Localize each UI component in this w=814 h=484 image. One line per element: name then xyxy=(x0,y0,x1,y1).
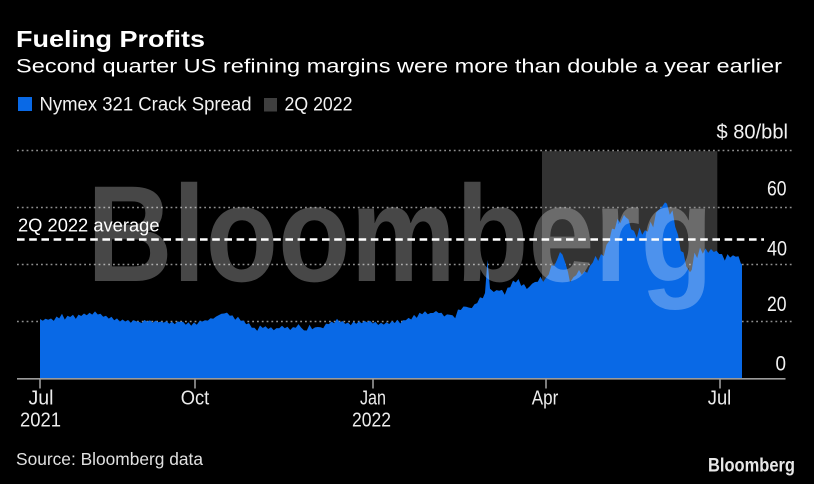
svg-text:Second quarter US refining mar: Second quarter US refining margins were … xyxy=(16,56,783,78)
svg-text:Bloomberg: Bloomberg xyxy=(708,456,795,477)
svg-text:2022: 2022 xyxy=(352,410,391,432)
svg-text:$ 80/bbl: $ 80/bbl xyxy=(717,121,789,144)
svg-text:0: 0 xyxy=(776,353,787,376)
svg-text:Jul: Jul xyxy=(29,388,54,410)
svg-text:Jul: Jul xyxy=(708,388,732,410)
svg-text:60: 60 xyxy=(767,178,787,201)
svg-text:Oct: Oct xyxy=(181,388,210,410)
svg-text:Fueling Profits: Fueling Profits xyxy=(16,26,205,52)
svg-text:Bloomberg: Bloomberg xyxy=(87,158,713,311)
svg-text:20: 20 xyxy=(767,293,787,316)
svg-text:2Q 2022 average: 2Q 2022 average xyxy=(18,215,160,236)
svg-text:40: 40 xyxy=(767,238,787,261)
svg-text:2Q 2022: 2Q 2022 xyxy=(285,95,353,116)
svg-text:Apr: Apr xyxy=(532,388,559,410)
svg-text:Jan: Jan xyxy=(360,388,386,410)
svg-text:Source: Bloomberg data: Source: Bloomberg data xyxy=(16,449,203,469)
svg-text:2021: 2021 xyxy=(20,410,61,432)
svg-text:Nymex 321 Crack Spread: Nymex 321 Crack Spread xyxy=(40,95,252,116)
